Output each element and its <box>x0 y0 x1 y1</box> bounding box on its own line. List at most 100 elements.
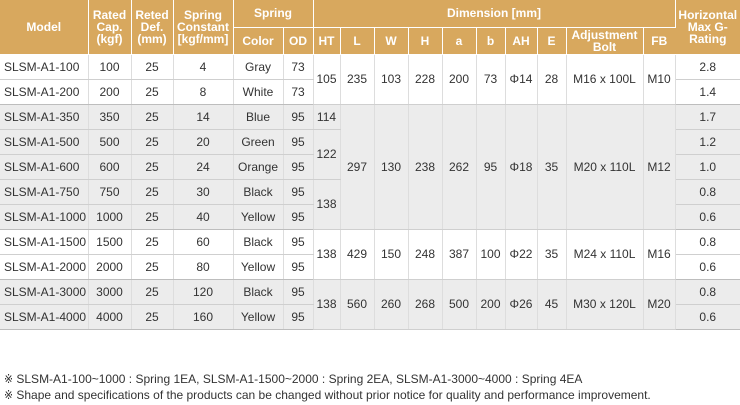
cell-color: Orange <box>233 154 284 180</box>
cell-model: SLSM-A1-1500 <box>0 229 89 255</box>
cell-max-g-rating: 1.2 <box>675 129 740 155</box>
cell-color: Green <box>233 129 284 155</box>
cell-od: 95 <box>283 179 314 205</box>
header-e: E <box>537 27 567 55</box>
cell-e: 45 <box>537 279 567 330</box>
cell-rated-cap: 600 <box>88 154 132 180</box>
cell-model: SLSM-A1-100 <box>0 54 89 80</box>
spec-table: Model Rated Cap. (kgf) Reted Def. (mm) S… <box>0 0 740 330</box>
cell-w: 260 <box>374 279 409 330</box>
cell-rated-def: 25 <box>131 129 174 155</box>
cell-fb: M12 <box>643 104 676 230</box>
cell-max-g-rating: 1.0 <box>675 154 740 180</box>
cell-od: 95 <box>283 304 314 330</box>
table-row: SLSM-A1-1500 1500 25 60 Black 95 138 429… <box>0 229 740 280</box>
cell-ah: Φ22 <box>505 229 538 280</box>
cell-spring-constant: 120 <box>173 279 234 305</box>
cell-l: 429 <box>340 229 375 280</box>
header-w: W <box>374 27 409 55</box>
cell-od: 73 <box>283 79 314 105</box>
cell-color: Black <box>233 179 284 205</box>
cell-spring-constant: 8 <box>173 79 234 105</box>
cell-od: 95 <box>283 279 314 305</box>
cell-e: 28 <box>537 54 567 105</box>
cell-model: SLSM-A1-500 <box>0 129 89 155</box>
cell-rated-def: 25 <box>131 204 174 230</box>
cell-model: SLSM-A1-200 <box>0 79 89 105</box>
cell-rated-cap: 1000 <box>88 204 132 230</box>
cell-rated-def: 25 <box>131 254 174 280</box>
cell-ht: 138 <box>313 279 341 330</box>
cell-model: SLSM-A1-2000 <box>0 254 89 280</box>
cell-rated-cap: 1500 <box>88 229 132 255</box>
cell-fb: M10 <box>643 54 676 105</box>
cell-rated-cap: 200 <box>88 79 132 105</box>
cell-model: SLSM-A1-3000 <box>0 279 89 305</box>
cell-b: 95 <box>476 104 506 230</box>
footnote-disclaimer: ※ Shape and specifications of the produc… <box>4 388 651 402</box>
footnotes: ※ SLSM-A1-100~1000 : Spring 1EA, SLSM-A1… <box>4 371 738 403</box>
cell-l: 297 <box>340 104 375 230</box>
cell-rated-def: 25 <box>131 104 174 130</box>
cell-w: 130 <box>374 104 409 230</box>
cell-w: 103 <box>374 54 409 105</box>
cell-e: 35 <box>537 104 567 230</box>
table-row: SLSM-A1-3000 3000 25 120 Black 95 138 56… <box>0 279 740 330</box>
cell-color: Yellow <box>233 254 284 280</box>
cell-a: 387 <box>442 229 477 280</box>
footnote-spring-count: ※ SLSM-A1-100~1000 : Spring 1EA, SLSM-A1… <box>4 372 583 386</box>
cell-max-g-rating: 0.6 <box>675 204 740 230</box>
cell-adjustment-bolt: M16 x 100L <box>566 54 644 105</box>
cell-spring-constant: 14 <box>173 104 234 130</box>
cell-b: 73 <box>476 54 506 105</box>
header-ht: HT <box>313 27 341 55</box>
cell-od: 95 <box>283 104 314 130</box>
cell-ht: 105 <box>313 54 341 105</box>
cell-a: 262 <box>442 104 477 230</box>
cell-color: Gray <box>233 54 284 80</box>
cell-rated-cap: 350 <box>88 104 132 130</box>
cell-rated-cap: 4000 <box>88 304 132 330</box>
cell-max-g-rating: 1.4 <box>675 79 740 105</box>
header-a: a <box>442 27 477 55</box>
cell-l: 560 <box>340 279 375 330</box>
cell-max-g-rating: 0.8 <box>675 279 740 305</box>
cell-color: Yellow <box>233 304 284 330</box>
cell-spring-constant: 80 <box>173 254 234 280</box>
cell-model: SLSM-A1-350 <box>0 104 89 130</box>
header-l: L <box>340 27 375 55</box>
cell-color: White <box>233 79 284 105</box>
cell-color: Black <box>233 229 284 255</box>
cell-rated-cap: 750 <box>88 179 132 205</box>
cell-ah: Φ18 <box>505 104 538 230</box>
cell-a: 500 <box>442 279 477 330</box>
table-row: SLSM-A1-100 100 25 4 Gray 73 105 235 103… <box>0 54 740 105</box>
header-rated-cap: Rated Cap. (kgf) <box>88 0 132 55</box>
cell-od: 95 <box>283 129 314 155</box>
header-color: Color <box>233 27 284 55</box>
cell-adjustment-bolt: M20 x 110L <box>566 104 644 230</box>
cell-w: 150 <box>374 229 409 280</box>
cell-model: SLSM-A1-600 <box>0 154 89 180</box>
cell-spring-constant: 160 <box>173 304 234 330</box>
cell-ht: 122 <box>313 129 341 180</box>
header-rated-def: Reted Def. (mm) <box>131 0 174 55</box>
header-b: b <box>476 27 506 55</box>
cell-rated-cap: 2000 <box>88 254 132 280</box>
cell-max-g-rating: 0.8 <box>675 229 740 255</box>
cell-od: 95 <box>283 229 314 255</box>
header-model: Model <box>0 0 89 55</box>
header-max-g-rating: Horizontal Max G-Rating <box>675 0 740 55</box>
cell-rated-def: 25 <box>131 279 174 305</box>
cell-spring-constant: 4 <box>173 54 234 80</box>
header-adjustment-bolt: Adjustment Bolt <box>566 27 644 55</box>
table-row: SLSM-A1-350 350 25 14 Blue 95 114 297 13… <box>0 104 740 230</box>
header-spring-group: Spring <box>233 0 314 28</box>
cell-a: 200 <box>442 54 477 105</box>
cell-fb: M20 <box>643 279 676 330</box>
cell-h: 228 <box>408 54 443 105</box>
header-fb: FB <box>643 27 676 55</box>
cell-b: 200 <box>476 279 506 330</box>
cell-b: 100 <box>476 229 506 280</box>
